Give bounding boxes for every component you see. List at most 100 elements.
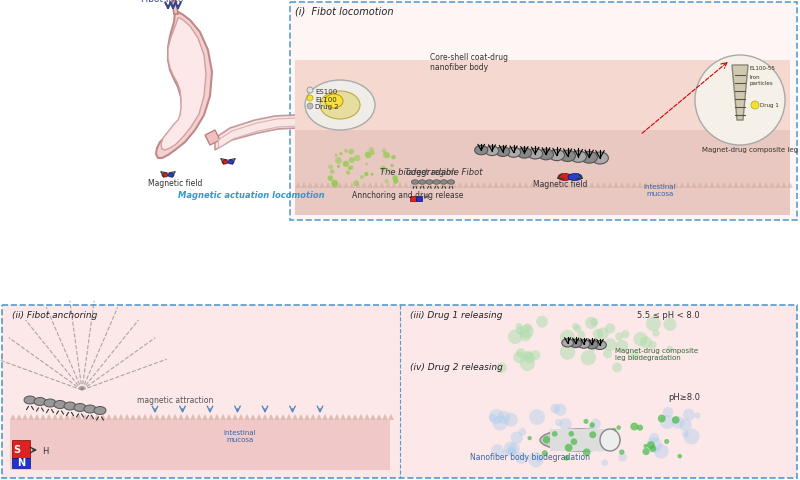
Circle shape	[630, 422, 638, 431]
Circle shape	[529, 409, 545, 425]
Polygon shape	[397, 182, 403, 188]
Circle shape	[516, 348, 526, 358]
Circle shape	[536, 316, 548, 328]
Polygon shape	[757, 182, 763, 188]
Circle shape	[542, 450, 548, 456]
FancyArrowPatch shape	[77, 414, 78, 417]
Polygon shape	[769, 182, 775, 188]
Polygon shape	[673, 182, 679, 188]
Circle shape	[489, 409, 504, 424]
Polygon shape	[421, 182, 427, 188]
Polygon shape	[218, 118, 465, 200]
Circle shape	[390, 164, 394, 167]
Polygon shape	[349, 182, 355, 188]
Circle shape	[560, 330, 575, 345]
Circle shape	[618, 453, 627, 462]
Circle shape	[684, 429, 700, 444]
Text: Core-shell coat-drug
nanofiber body: Core-shell coat-drug nanofiber body	[430, 53, 508, 72]
FancyArrowPatch shape	[37, 408, 38, 411]
Circle shape	[354, 155, 360, 161]
Polygon shape	[196, 414, 202, 420]
Circle shape	[640, 336, 652, 348]
Ellipse shape	[418, 180, 426, 184]
Polygon shape	[763, 182, 769, 188]
Ellipse shape	[84, 405, 96, 413]
Circle shape	[504, 442, 517, 455]
Polygon shape	[76, 414, 82, 420]
FancyArrowPatch shape	[31, 407, 34, 409]
Circle shape	[519, 324, 534, 338]
Polygon shape	[205, 130, 220, 145]
Polygon shape	[613, 182, 619, 188]
Circle shape	[582, 448, 590, 456]
Circle shape	[527, 436, 532, 440]
Polygon shape	[301, 182, 307, 188]
Circle shape	[612, 362, 622, 372]
Polygon shape	[346, 414, 352, 420]
Polygon shape	[732, 65, 748, 120]
Polygon shape	[166, 414, 172, 420]
Polygon shape	[238, 414, 244, 420]
Polygon shape	[385, 182, 391, 188]
Polygon shape	[262, 414, 268, 420]
Text: Target region: Target region	[405, 168, 456, 177]
Polygon shape	[745, 182, 751, 188]
Polygon shape	[379, 182, 385, 188]
Circle shape	[615, 333, 623, 340]
Polygon shape	[655, 182, 661, 188]
Ellipse shape	[600, 429, 620, 451]
Circle shape	[331, 180, 338, 187]
Polygon shape	[130, 414, 136, 420]
Polygon shape	[691, 182, 697, 188]
Polygon shape	[328, 414, 334, 420]
Circle shape	[594, 437, 608, 452]
Text: (ii) Fibot anchoring: (ii) Fibot anchoring	[12, 311, 98, 320]
Polygon shape	[70, 414, 76, 420]
FancyArrowPatch shape	[97, 417, 98, 420]
Ellipse shape	[558, 173, 572, 180]
Text: pH≥8.0: pH≥8.0	[668, 393, 700, 402]
Polygon shape	[727, 182, 733, 188]
Ellipse shape	[222, 160, 228, 164]
Polygon shape	[319, 182, 325, 188]
Ellipse shape	[570, 151, 586, 162]
Polygon shape	[649, 182, 655, 188]
Circle shape	[344, 149, 348, 153]
Polygon shape	[709, 182, 715, 188]
Circle shape	[552, 431, 558, 437]
Circle shape	[334, 154, 338, 157]
Ellipse shape	[320, 91, 360, 119]
FancyArrowPatch shape	[82, 414, 83, 417]
Polygon shape	[286, 414, 292, 420]
Circle shape	[391, 155, 396, 159]
Text: N: N	[17, 458, 25, 468]
Circle shape	[388, 169, 393, 173]
Text: intestinal
mucosa: intestinal mucosa	[224, 430, 256, 443]
Circle shape	[654, 444, 669, 459]
Circle shape	[523, 324, 532, 332]
Circle shape	[332, 181, 338, 188]
Polygon shape	[64, 414, 70, 420]
Circle shape	[605, 323, 615, 334]
Polygon shape	[463, 182, 469, 188]
Text: 5.5 ≤ pH < 8.0: 5.5 ≤ pH < 8.0	[638, 311, 700, 320]
Polygon shape	[715, 182, 721, 188]
Circle shape	[565, 444, 573, 452]
Polygon shape	[601, 182, 607, 188]
Circle shape	[328, 165, 333, 169]
Circle shape	[489, 414, 497, 422]
Polygon shape	[565, 182, 571, 188]
Polygon shape	[142, 414, 148, 420]
Ellipse shape	[562, 339, 574, 347]
Polygon shape	[505, 182, 511, 188]
Polygon shape	[208, 414, 214, 420]
Circle shape	[497, 411, 510, 424]
Circle shape	[307, 87, 313, 93]
Circle shape	[496, 362, 506, 373]
Ellipse shape	[540, 429, 620, 451]
Polygon shape	[583, 182, 589, 188]
Polygon shape	[775, 182, 781, 188]
Ellipse shape	[538, 149, 554, 160]
Polygon shape	[535, 182, 541, 188]
Polygon shape	[250, 414, 256, 420]
